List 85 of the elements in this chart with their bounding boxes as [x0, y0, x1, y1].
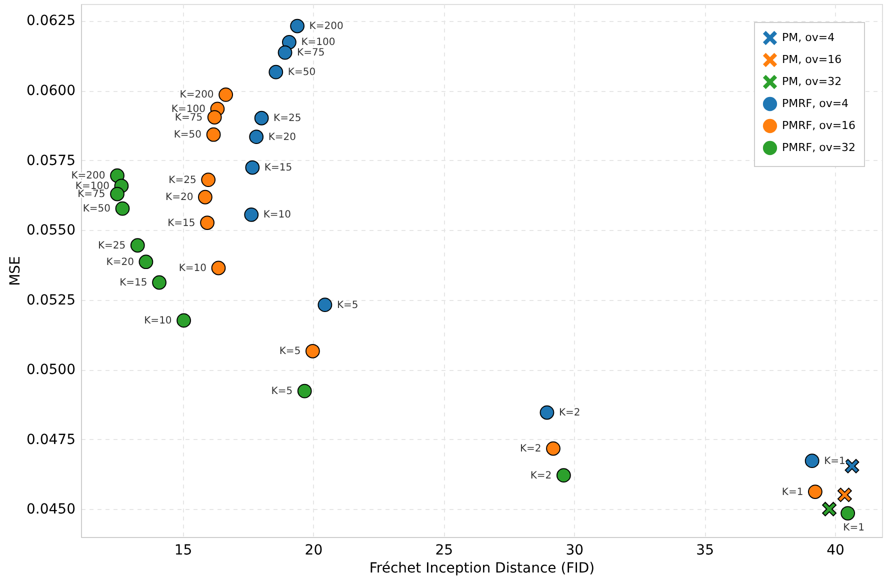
- point: [207, 110, 222, 124]
- point: [556, 468, 571, 483]
- point: [138, 254, 154, 270]
- annotation: K=75: [297, 48, 325, 59]
- point: [254, 110, 269, 126]
- y-tick-label: 0.0625: [26, 13, 76, 30]
- annotation: K=10: [178, 262, 206, 274]
- annotation: K=5: [271, 386, 293, 398]
- y-tick-label: 0.0525: [26, 292, 76, 308]
- annotation: K=2: [520, 444, 542, 455]
- point: [176, 313, 192, 328]
- point: [115, 201, 130, 216]
- point: [837, 488, 852, 502]
- x-tick-label: 40: [826, 542, 844, 558]
- point: [218, 88, 234, 102]
- annotation: K=2: [558, 408, 580, 419]
- legend-label: PM, ov=16: [782, 53, 842, 66]
- legend-label: PMRF, ov=4: [782, 97, 849, 110]
- annotation: K=50: [288, 67, 316, 78]
- x-tick-label: 30: [566, 542, 584, 558]
- annotation: K=25: [168, 174, 196, 186]
- annotation: K=10: [263, 210, 292, 221]
- point: [808, 484, 822, 499]
- point: [211, 260, 226, 276]
- annotation: K=50: [174, 130, 202, 141]
- point: [540, 405, 554, 420]
- annotation: K=15: [168, 218, 196, 229]
- annotation: K=20: [166, 192, 194, 204]
- point: [206, 127, 221, 142]
- annotation: K=15: [120, 278, 148, 288]
- point: [290, 18, 305, 34]
- legend-label: PMRF, ov=16: [782, 119, 856, 132]
- annotation: K=200: [71, 170, 106, 182]
- annotation: K=25: [274, 113, 302, 124]
- point: [268, 64, 284, 80]
- point: [249, 130, 264, 144]
- legend-label: PMRF, ov=32: [782, 141, 856, 154]
- y-tick-label: 0.0600: [26, 83, 76, 100]
- y-tick-label: 0.0550: [26, 222, 76, 239]
- point: [245, 160, 260, 175]
- point: [297, 384, 312, 398]
- annotation: K=200: [309, 21, 344, 32]
- point: [840, 506, 856, 520]
- annotation: K=1: [782, 486, 804, 498]
- point: [804, 454, 820, 468]
- annotation: K=75: [174, 112, 203, 124]
- legend-label: PM, ov=32: [782, 75, 842, 88]
- annotation: K=25: [98, 240, 126, 252]
- annotation: K=75: [78, 189, 106, 200]
- y-tick-label: 0.0475: [26, 432, 76, 448]
- point: [130, 238, 145, 253]
- y-tick-label: 0.0450: [26, 502, 76, 518]
- annotation: K=1: [824, 456, 846, 467]
- x-tick-label: 20: [304, 542, 323, 558]
- point: [152, 275, 166, 290]
- y-tick-label: 0.0575: [26, 152, 76, 169]
- annotation: K=50: [82, 204, 110, 215]
- point: [110, 186, 124, 202]
- point: [822, 502, 837, 516]
- point: [201, 172, 216, 187]
- annotation: K=2: [530, 470, 552, 482]
- point: [305, 344, 320, 358]
- point: [278, 45, 292, 60]
- annotation: K=20: [106, 256, 134, 268]
- annotation: K=5: [279, 346, 301, 358]
- annotation: K=15: [264, 162, 292, 174]
- point: [546, 441, 560, 456]
- annotation: K=1: [843, 522, 864, 534]
- point: [844, 458, 860, 474]
- point: [244, 207, 259, 222]
- annotation: K=10: [144, 315, 172, 326]
- x-tick-label: 15: [174, 542, 192, 558]
- point: [198, 190, 212, 204]
- y-tick-label: 0.0500: [26, 362, 76, 378]
- x-axis-title: Fréchet Inception Distance (FID): [369, 560, 595, 576]
- x-tick-label: 25: [435, 542, 454, 558]
- legend-label: PM, ov=4: [782, 31, 835, 44]
- annotation: K=5: [336, 300, 358, 311]
- annotation: K=200: [180, 90, 214, 101]
- y-axis-title: MSE: [8, 256, 24, 286]
- annotation: K=20: [268, 132, 296, 143]
- point: [200, 216, 214, 230]
- x-tick-label: 35: [696, 542, 714, 558]
- annotation: K=100: [301, 37, 336, 48]
- point: [318, 298, 332, 312]
